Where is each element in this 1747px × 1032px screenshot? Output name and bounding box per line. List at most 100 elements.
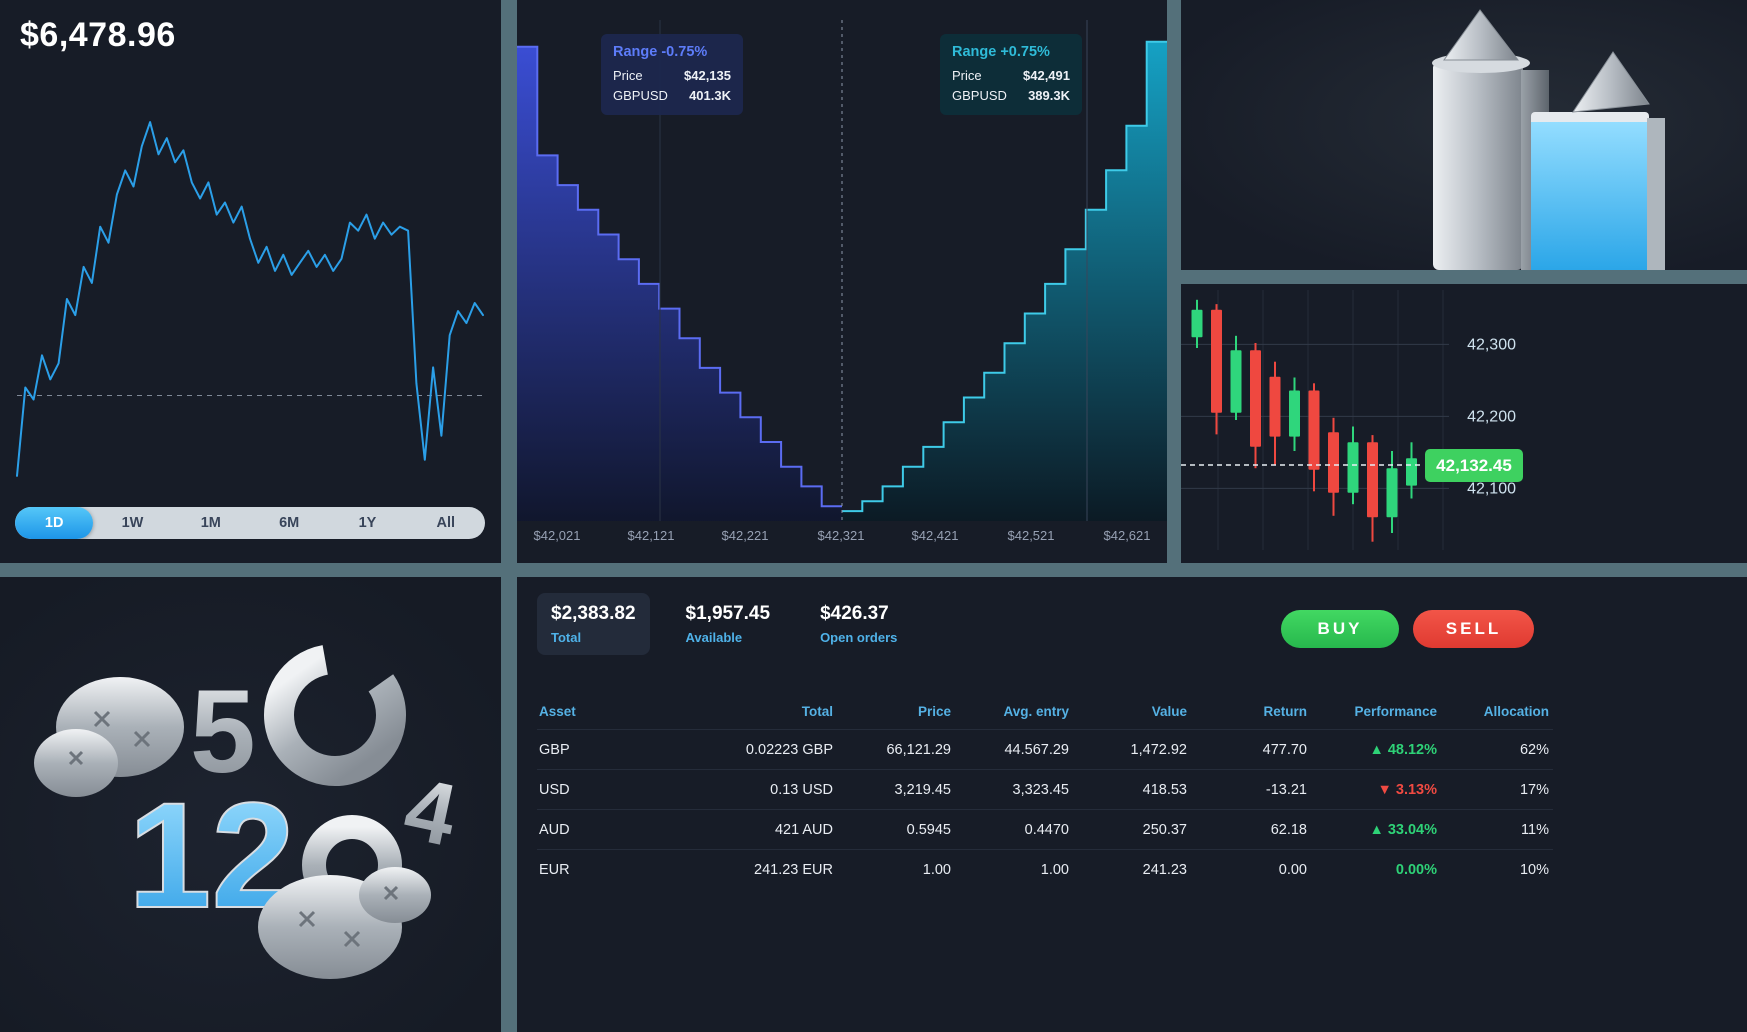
range-button-6m[interactable]: 6M (250, 507, 328, 539)
depth-axis-label: $42,121 (627, 528, 675, 543)
column-header-avg-entry: Avg. entry (1003, 703, 1069, 719)
depth-axis-label: $42,521 (1007, 528, 1055, 543)
cell-performance: ▲ 48.12% (1311, 742, 1441, 758)
range-button-1w[interactable]: 1W (93, 507, 171, 539)
cell-performance: 0.00% (1311, 862, 1441, 878)
orderbook-depth-panel: Range -0.75% Price $42,135 GBPUSD 401.3K… (517, 0, 1167, 563)
cell-price: 3,219.45 (894, 781, 951, 798)
column-header-asset: Asset (539, 703, 576, 719)
bid-price-value: $42,135 (684, 68, 731, 83)
table-header-row: Asset Total Price Avg. entry Value Return Perf… (537, 693, 1553, 729)
cell-total: 0.02223 GBP (745, 741, 833, 758)
summary-open-orders: $426.37 Open orders (806, 593, 911, 655)
cell-price: 66,121.29 (886, 741, 951, 758)
range-button-all[interactable]: All (407, 507, 485, 539)
illustration-panel-boxes (1181, 0, 1747, 270)
cell-asset: USD (539, 781, 570, 798)
depth-x-axis: $42,021 $42,121 $42,221 $42,321 $42,421 $42,5… (517, 528, 1167, 548)
performance-down-indicator: ▼ 3.13% (1377, 781, 1438, 798)
performance-up-indicator: ▲ 48.12% (1369, 741, 1437, 758)
stitched-blob-left-icon (34, 677, 184, 797)
cell-allocation: 62% (1519, 741, 1549, 758)
depth-axis-label: $42,221 (721, 528, 769, 543)
numbers-illustration: 5 12 4 (34, 644, 465, 979)
cell-return: 0.00 (1278, 861, 1307, 878)
cell-total: 241.23 EUR (754, 861, 833, 878)
cell-asset: GBP (539, 741, 570, 758)
portfolio-balance: $6,478.96 (20, 16, 176, 54)
stitched-blob-right-icon (258, 867, 431, 979)
column-header-total: Total (801, 703, 833, 719)
column-header-value: Value (1151, 703, 1187, 719)
candle-axis-label: 42,200 (1467, 408, 1516, 425)
cell-total: 421 AUD (774, 821, 833, 838)
cell-price: 0.5945 (906, 821, 951, 838)
performance-up-indicator: 0.00% (1395, 861, 1437, 878)
portfolio-line-chart (16, 121, 484, 477)
cell-asset: AUD (539, 821, 570, 838)
account-summary: $2,383.82 Total $1,957.45 Available $426.37 O… (537, 593, 911, 655)
candlestick-panel: 42,300 42,200 42,100 42,132.45 (1181, 284, 1747, 563)
table-row-usd[interactable]: USD 0.13 USD 3,219.45 3,323.45 418.53 -13.21 ▼… (537, 769, 1553, 809)
ask-pair-label: GBPUSD (952, 88, 1007, 103)
range-button-1y[interactable]: 1Y (328, 507, 406, 539)
ask-price-label: Price (952, 68, 982, 83)
column-header-performance: Performance (1354, 703, 1437, 719)
summary-value: $2,383.82 (551, 603, 636, 624)
cell-return: -13.21 (1265, 781, 1307, 798)
ask-volume-value: 389.3K (1028, 88, 1070, 103)
depth-axis-label: $42,621 (1103, 528, 1151, 543)
depth-axis-label: $42,021 (533, 528, 581, 543)
time-range-selector: 1D 1W 1M 6M 1Y All (15, 507, 485, 539)
cell-avg-entry: 0.4470 (1024, 821, 1069, 838)
candlestick-chart: 42,300 42,200 42,100 (1181, 290, 1516, 550)
current-price-badge: 42,132.45 (1425, 449, 1523, 482)
depth-axis-label: $42,321 (817, 528, 865, 543)
table-row-gbp[interactable]: GBP 0.02223 GBP 66,121.29 44.567.29 1,472.92… (537, 729, 1553, 769)
summary-value: $426.37 (820, 603, 889, 624)
bid-range-tooltip: Range -0.75% Price $42,135 GBPUSD 401.3K (601, 34, 743, 115)
candle-axis-label: 42,100 (1467, 480, 1516, 497)
bid-range-title: Range -0.75% (613, 44, 708, 60)
cell-avg-entry: 44.567.29 (1004, 741, 1069, 758)
cell-asset: EUR (539, 861, 570, 878)
cell-allocation: 10% (1519, 861, 1549, 878)
ask-range-title: Range +0.75% (952, 44, 1050, 60)
summary-total: $2,383.82 Total (537, 593, 650, 655)
cell-performance: ▲ 33.04% (1311, 822, 1441, 838)
range-button-1d[interactable]: 1D (15, 507, 94, 539)
summary-value: $1,957.45 (685, 603, 771, 624)
account-panel: $2,383.82 Total $1,957.45 Available $426.37 O… (517, 577, 1747, 1032)
cell-performance: ▼ 3.13% (1311, 782, 1441, 798)
table-row-eur[interactable]: EUR 241.23 EUR 1.00 1.00 241.23 0.00 0.00% 10% (537, 849, 1553, 889)
cell-value: 418.53 (1142, 781, 1187, 798)
performance-up-indicator: ▲ 33.04% (1369, 821, 1437, 838)
table-row-aud[interactable]: AUD 421 AUD 0.5945 0.4470 250.37 62.18 ▲ 33.04… (537, 809, 1553, 849)
cell-avg-entry: 1.00 (1040, 861, 1069, 878)
cell-value: 1,472.92 (1130, 741, 1187, 758)
digit-five: 5 (190, 666, 256, 798)
bid-price-label: Price (613, 68, 643, 83)
ask-range-tooltip: Range +0.75% Price $42,491 GBPUSD 389.3K (940, 34, 1082, 115)
candle-axis-label: 42,300 (1467, 336, 1516, 353)
range-button-1m[interactable]: 1M (172, 507, 250, 539)
portfolio-panel: $6,478.96 1D 1W 1M 6M 1Y All (0, 0, 501, 563)
bid-pair-label: GBPUSD (613, 88, 668, 103)
table-body: GBP 0.02223 GBP 66,121.29 44.567.29 1,472.92… (537, 729, 1553, 889)
ring-c-icon (264, 644, 406, 786)
cell-avg-entry: 3,323.45 (1012, 781, 1069, 798)
blue-box-icon (1531, 51, 1665, 270)
positions-table: Asset Total Price Avg. entry Value Return Perf… (537, 693, 1553, 889)
illustration-panel-numbers: 5 12 4 (0, 577, 501, 1032)
summary-label: Open orders (820, 630, 898, 645)
depth-axis-label: $42,421 (911, 528, 959, 543)
cell-return: 62.18 (1270, 821, 1307, 838)
metal-boxes-illustration (1432, 9, 1665, 270)
sell-button[interactable]: SELL (1413, 610, 1534, 648)
summary-label: Total (551, 630, 582, 645)
buy-button[interactable]: BUY (1281, 610, 1399, 648)
cell-price: 1.00 (922, 861, 951, 878)
digit-four: 4 (396, 758, 465, 865)
cell-allocation: 17% (1519, 781, 1549, 798)
column-header-price: Price (917, 703, 951, 719)
